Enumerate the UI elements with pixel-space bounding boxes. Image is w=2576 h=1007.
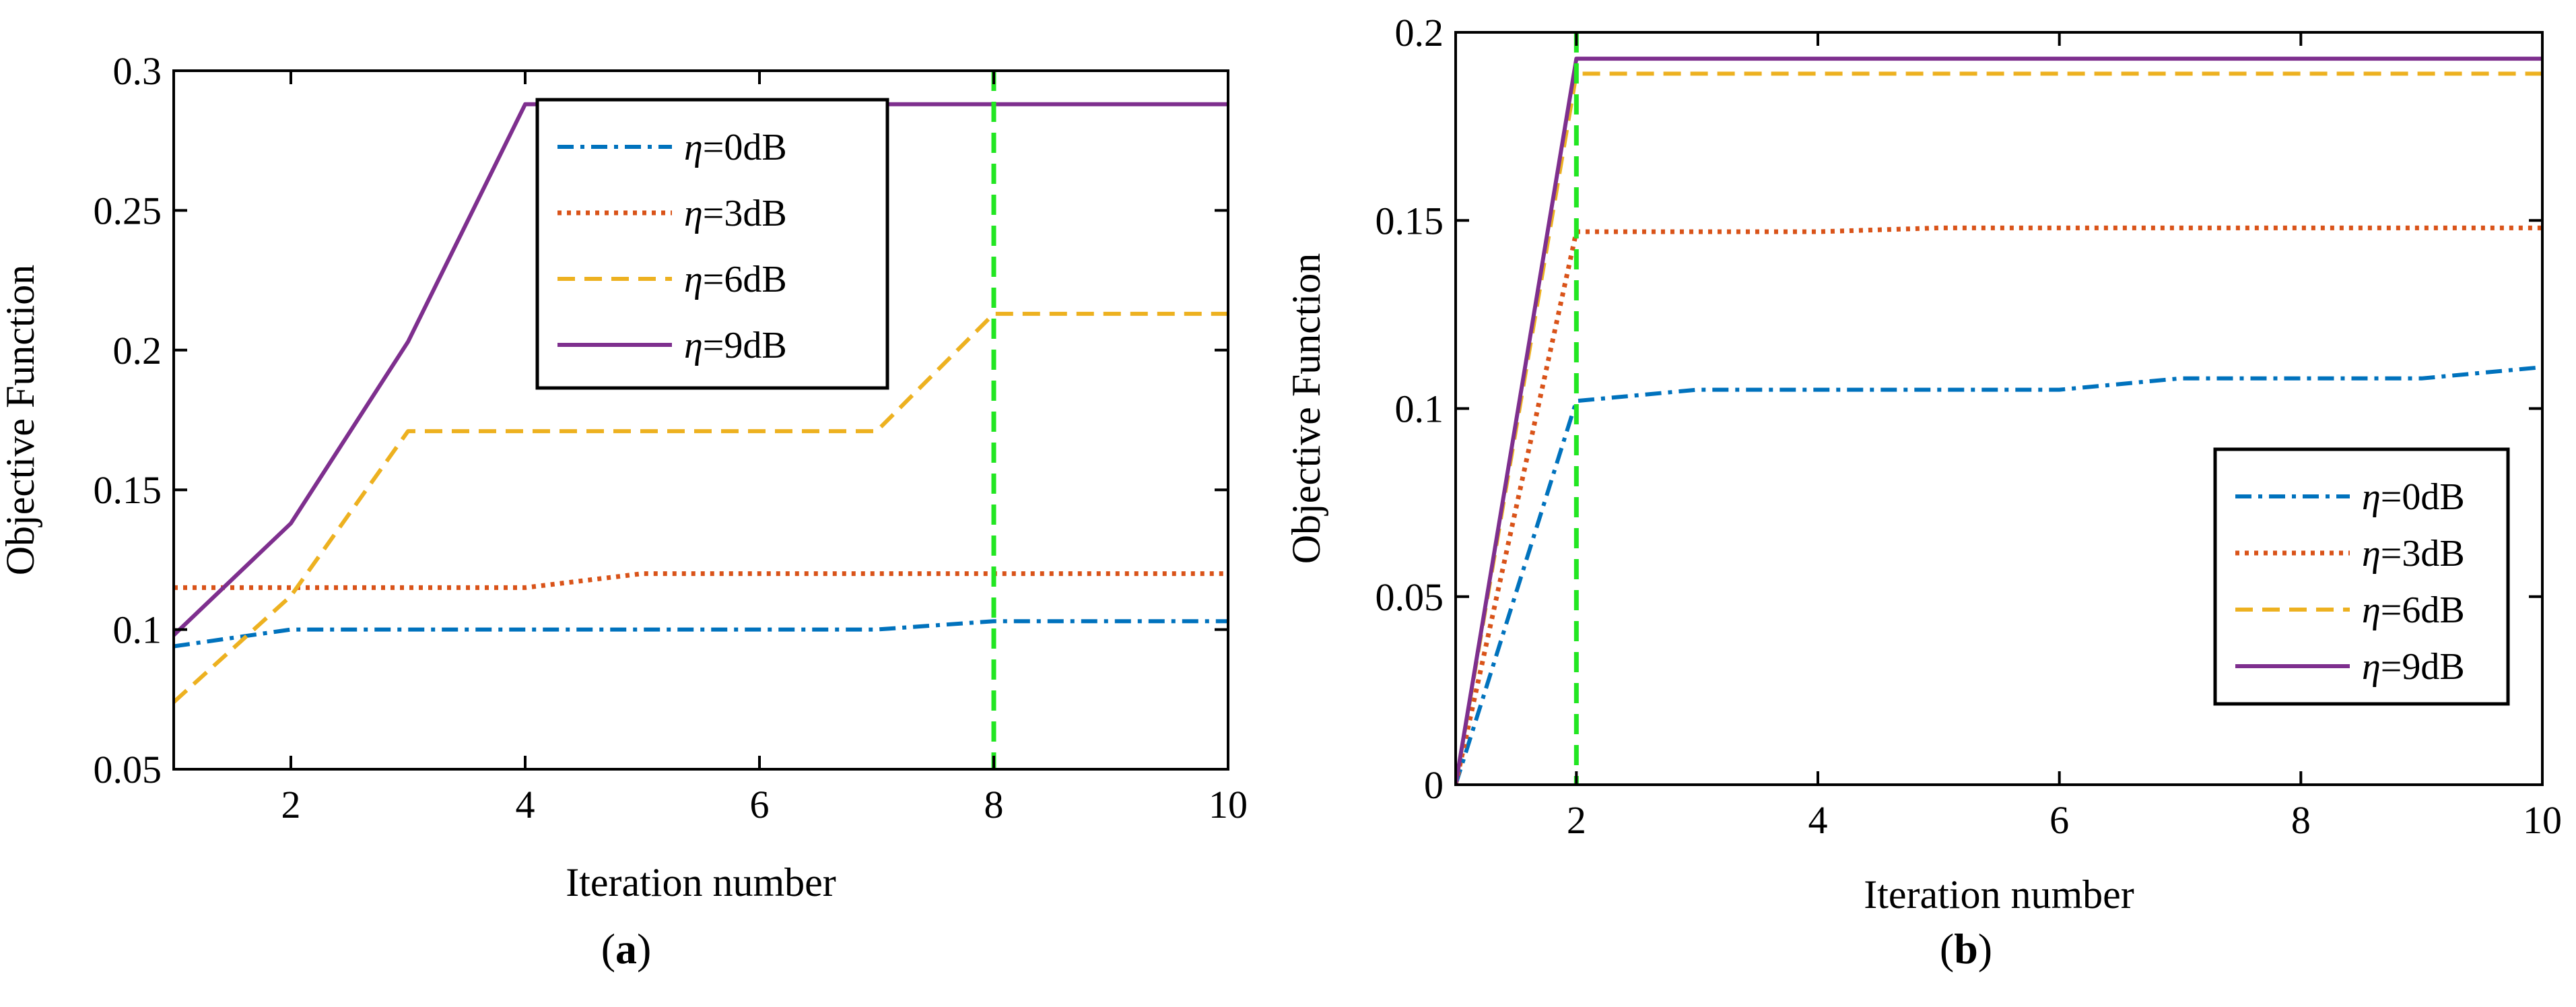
panel-a-x-tick-label: 8 bbox=[984, 783, 1004, 826]
panel-a-y-tick-label: 0.2 bbox=[113, 329, 162, 372]
panel-a-caption: (a) bbox=[601, 925, 652, 973]
panel-b-legend-box bbox=[2213, 447, 2510, 706]
panel-a-y-tick-label: 0.15 bbox=[94, 468, 162, 512]
panel-b-legend-entry-0: η=0dB bbox=[2362, 476, 2465, 518]
panel-a: 2 4 6 8 100.050.10.150.20.250.3 η=0dBη=3dBη=… bbox=[0, 49, 1248, 973]
panel-a-legend-eta-symbol: η bbox=[684, 325, 703, 366]
panel-b-y-tick-label: 0 bbox=[1424, 763, 1444, 807]
panel-a-legend-label: =0dB bbox=[703, 127, 787, 168]
panel-b-series-line-2 bbox=[1456, 71, 2542, 785]
panel-b-legend-label: =6dB bbox=[2381, 589, 2465, 631]
panel-b-caption-close: ) bbox=[1978, 925, 1992, 973]
panel-a-ticks: 2 4 6 8 10 0.05 0.1 0.15 0.2 0.25 0.3 bbox=[94, 49, 1248, 826]
panel-b-caption-letter: b bbox=[1954, 925, 1978, 973]
panel-a-x-tick-label: 10 bbox=[1209, 783, 1248, 826]
panel-a-y-axis-label: Objective Function bbox=[0, 265, 42, 576]
panel-b-axes-frame bbox=[1454, 31, 2544, 786]
panel-a-x-tick-label: 2 bbox=[281, 783, 301, 826]
panel-b-y-tick-label: 0.05 bbox=[1376, 575, 1444, 619]
panel-a-legend-label: =3dB bbox=[703, 193, 787, 234]
panel-b-y-tick-label: 0.1 bbox=[1395, 387, 1444, 431]
panel-b-caption-open: ( bbox=[1940, 925, 1954, 973]
panel-b-legend-eta-symbol: η bbox=[2362, 533, 2381, 575]
panel-b-legend-entry-3: η=9dB bbox=[2362, 646, 2465, 688]
panel-b-x-tick-label: 10 bbox=[2523, 798, 2562, 842]
panel-b-legend-eta-symbol: η bbox=[2362, 476, 2381, 518]
panel-b-legend-eta-symbol: η bbox=[2362, 646, 2381, 688]
panel-a-axes-frame bbox=[172, 69, 1229, 771]
panel-b-y-axis-label: Objective Function bbox=[1284, 253, 1328, 564]
panel-b-legend-entry-1: η=3dB bbox=[2362, 533, 2465, 575]
panel-b-y-tick-label: 0.2 bbox=[1395, 11, 1444, 55]
panel-a-legend-label: =6dB bbox=[703, 259, 787, 300]
panel-a-caption-open: ( bbox=[601, 925, 615, 973]
panel-a-legend-eta-symbol: η bbox=[684, 259, 703, 300]
panel-b-ticks: 2 4 6 8 10 0 0.05 0.1 0.15 0.2 bbox=[1376, 11, 2563, 842]
panel-b-lines bbox=[1456, 32, 2542, 785]
panel-b-x-tick-label: 4 bbox=[1808, 798, 1828, 842]
panel-a-caption-close: ) bbox=[637, 925, 651, 973]
panel-a-legend-eta-symbol: η bbox=[684, 193, 703, 234]
panel-b-caption: (b) bbox=[1940, 925, 1992, 973]
panel-b-legend-eta-symbol: η bbox=[2362, 589, 2381, 631]
panel-a-legend-label: =9dB bbox=[703, 325, 787, 366]
panel-b-legend-label: =9dB bbox=[2381, 646, 2465, 688]
panel-b-y-tick-label: 0.15 bbox=[1376, 199, 1444, 242]
panel-a-series-line-0 bbox=[174, 619, 1228, 649]
panel-b-x-tick-label: 6 bbox=[2049, 798, 2069, 842]
panel-a-x-tick-label: 6 bbox=[750, 783, 770, 826]
panel-a-series-line-2 bbox=[174, 311, 1228, 704]
panel-a-y-tick-label: 0.3 bbox=[113, 49, 162, 93]
panel-a-legend-eta-symbol: η bbox=[684, 127, 703, 168]
panel-b-legend-label: =3dB bbox=[2381, 533, 2465, 575]
panel-a-x-tick-label: 4 bbox=[516, 783, 535, 826]
panel-a-legend-entry-2: η=6dB bbox=[684, 259, 787, 300]
panel-a-series-line-1 bbox=[174, 571, 1228, 590]
panel-b-series-line-3 bbox=[1456, 57, 2542, 785]
panel-b-x-tick-label: 8 bbox=[2291, 798, 2311, 842]
panel-b-x-tick-label: 2 bbox=[1567, 798, 1586, 842]
panel-a-y-tick-label: 0.25 bbox=[94, 189, 162, 232]
panel-b-legend-entry-2: η=6dB bbox=[2362, 589, 2465, 631]
panel-b-legend-label: =0dB bbox=[2381, 476, 2465, 518]
panel-a-caption-letter: a bbox=[615, 925, 637, 973]
panel-a-legend-entry-0: η=0dB bbox=[684, 127, 787, 168]
panel-a-y-tick-label: 0.05 bbox=[94, 748, 162, 791]
panel-a-x-axis-label: Iteration number bbox=[566, 860, 836, 905]
panel-a-legend-entry-3: η=9dB bbox=[684, 325, 787, 366]
panel-b-x-axis-label: Iteration number bbox=[1864, 872, 2134, 917]
panel-b-series-line-1 bbox=[1456, 225, 2542, 785]
panel-a-y-tick-label: 0.1 bbox=[113, 608, 162, 652]
panel-a-legend-entry-1: η=3dB bbox=[684, 193, 787, 234]
panel-b-series-line-0 bbox=[1456, 365, 2542, 785]
